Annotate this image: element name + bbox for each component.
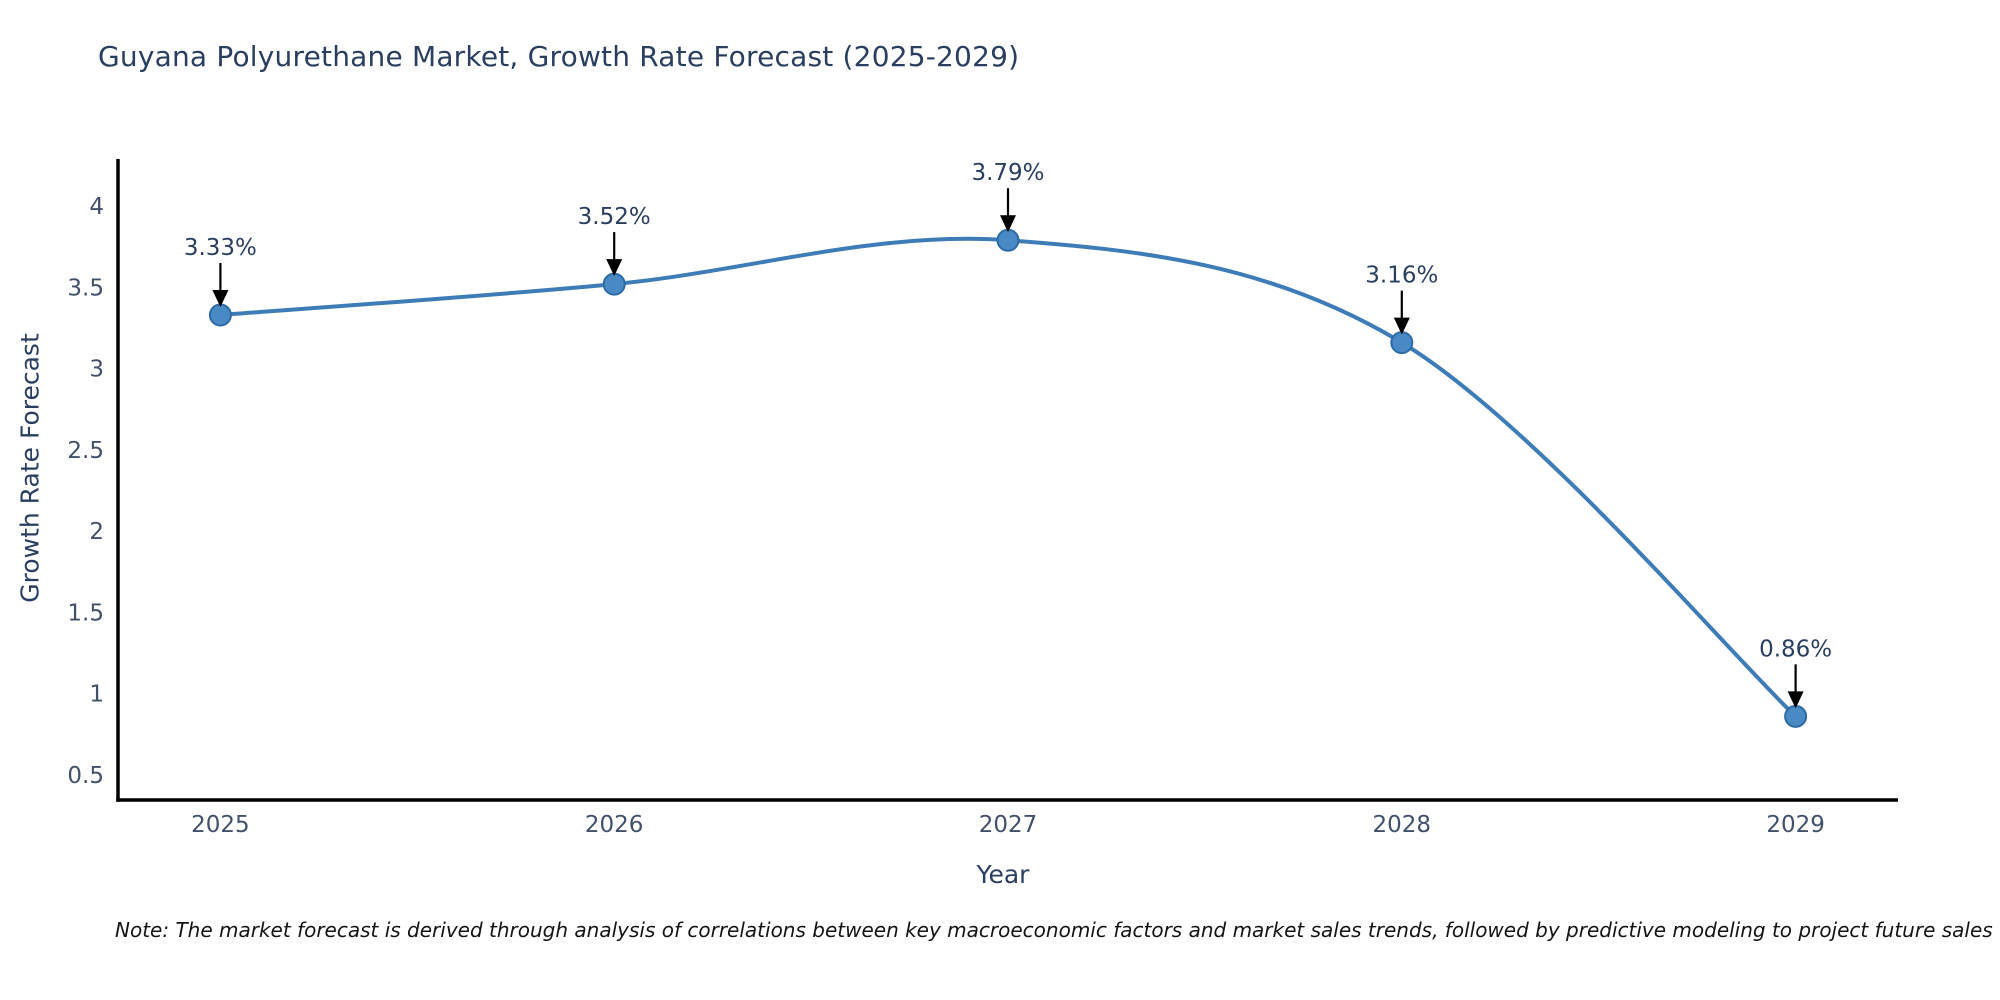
annotation-label: 3.79% <box>971 160 1044 186</box>
data-point-marker <box>1390 331 1414 355</box>
y-tick-label: 3 <box>89 357 104 383</box>
annotation-label: 3.16% <box>1365 263 1438 289</box>
footnote: Note: The market forecast is derived thr… <box>115 918 1993 942</box>
annotation-arrowhead-icon <box>1787 691 1804 709</box>
annotation-arrowhead-icon <box>1393 317 1410 335</box>
annotation-label: 0.86% <box>1759 636 1832 662</box>
y-tick-label: 1 <box>89 682 104 708</box>
annotation-label: 3.52% <box>578 204 651 230</box>
y-tick-label: 2.5 <box>67 438 104 464</box>
chart-title: Guyana Polyurethane Market, Growth Rate … <box>98 40 1020 73</box>
x-axis-title: Year <box>976 860 1030 889</box>
annotation-arrowhead-icon <box>606 259 623 277</box>
data-point-marker <box>996 228 1020 252</box>
x-tick-label: 2027 <box>979 812 1038 838</box>
annotation-arrowhead-icon <box>212 289 229 307</box>
x-tick-label: 2026 <box>585 812 644 838</box>
y-tick-label: 1.5 <box>67 600 104 626</box>
annotation-arrowhead-icon <box>1000 215 1016 233</box>
x-tick-label: 2029 <box>1766 812 1825 838</box>
y-tick-label: 4 <box>89 194 104 220</box>
data-point-marker <box>1784 704 1808 728</box>
y-tick-label: 2 <box>89 519 104 545</box>
y-tick-label: 0.5 <box>67 763 104 789</box>
data-point-marker <box>602 272 626 296</box>
annotation-label: 3.33% <box>184 235 257 261</box>
forecast-line-path <box>218 236 1798 719</box>
y-tick-label: 3.5 <box>67 275 104 301</box>
x-tick-label: 2028 <box>1373 812 1432 838</box>
x-tick-label: 2025 <box>191 812 250 838</box>
data-point-marker <box>208 303 232 327</box>
